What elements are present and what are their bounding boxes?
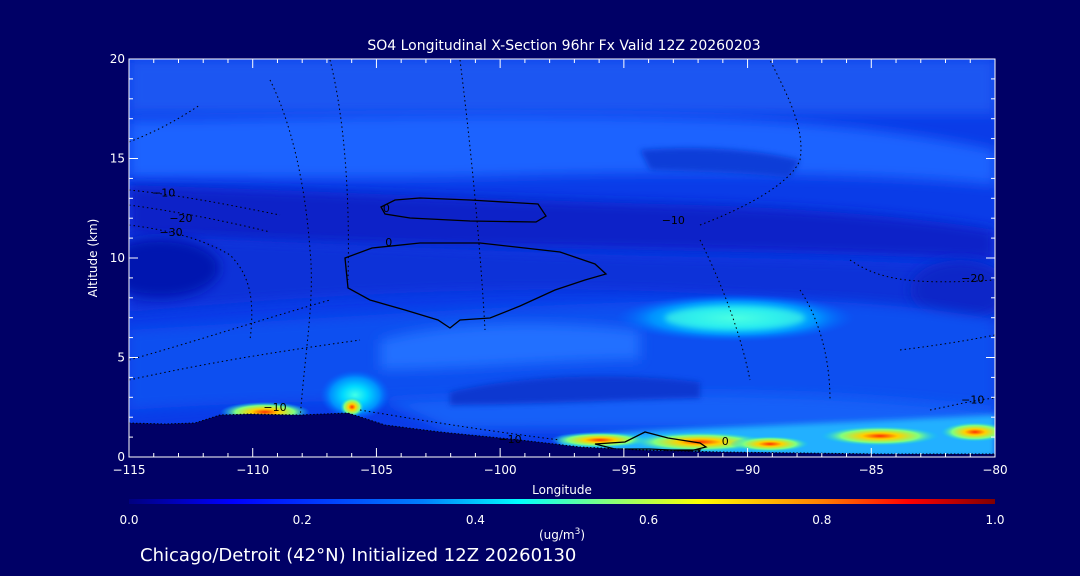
- x-axis-label: Longitude: [532, 483, 592, 497]
- colorbar-units-close: ): [580, 528, 585, 542]
- x-tick-label: −105: [360, 463, 393, 477]
- y-tick-label: 20: [110, 52, 125, 66]
- x-tick-label: −95: [611, 463, 636, 477]
- y-tick-label: 5: [117, 351, 125, 365]
- colorbar-ramp: [129, 499, 995, 504]
- x-tick-label: −115: [113, 463, 146, 477]
- colorbar-tick-label: 1.0: [985, 513, 1004, 527]
- contour-label: −20: [961, 272, 984, 285]
- colorbar-tick-label: 0.4: [466, 513, 485, 527]
- contour-label: 0: [722, 435, 729, 448]
- contour-label: −10: [961, 393, 984, 406]
- contour-label: 0: [383, 202, 390, 215]
- x-tick-label: −85: [859, 463, 884, 477]
- contour-label: −20: [169, 212, 192, 225]
- colorbar-tick-label: 0.2: [293, 513, 312, 527]
- colorbar-ticks: 0.0 0.2 0.4 0.6 0.8 1.0: [119, 513, 1004, 527]
- concentration-field: [129, 59, 995, 457]
- contour-label: −10: [662, 214, 685, 227]
- colorbar-units-superscript: 3: [575, 527, 581, 537]
- colorbar-tick-label: 0.0: [119, 513, 138, 527]
- contour-label: −30: [159, 226, 182, 239]
- contour-label: 0: [385, 236, 392, 249]
- contour-label: −10: [263, 401, 286, 414]
- x-tick-label: −100: [484, 463, 517, 477]
- y-tick-label: 10: [110, 251, 125, 265]
- contour-labels: 000−10−20−30−10−10−10−20−10: [152, 186, 984, 448]
- y-axis-label: Altitude (km): [86, 219, 100, 298]
- colorbar-tick-label: 0.6: [639, 513, 658, 527]
- footer-caption: Chicago/Detroit (42°N) Initialized 12Z 2…: [140, 545, 576, 566]
- chart-title: SO4 Longitudinal X-Section 96hr Fx Valid…: [367, 38, 760, 54]
- y-tick-label: 15: [110, 152, 125, 166]
- contour-label: −10: [498, 433, 521, 446]
- x-tick-label: −80: [982, 463, 1007, 477]
- colorbar-units-label: (ug/m3): [539, 527, 585, 542]
- x-axis: −115 −110 −105 −100 −95 −90 −85 −80: [113, 59, 1008, 477]
- y-axis: 0 5 10 15 20: [110, 52, 995, 464]
- contour-label: −10: [152, 186, 175, 199]
- y-tick-label: 0: [117, 450, 125, 464]
- colorbar-units-text: (ug/m: [539, 528, 575, 542]
- colorbar: 0.0 0.2 0.4 0.6 0.8 1.0 (ug/m3): [119, 499, 1005, 542]
- colorbar-tick-label: 0.8: [812, 513, 831, 527]
- x-tick-label: −90: [735, 463, 760, 477]
- x-tick-label: −110: [236, 463, 269, 477]
